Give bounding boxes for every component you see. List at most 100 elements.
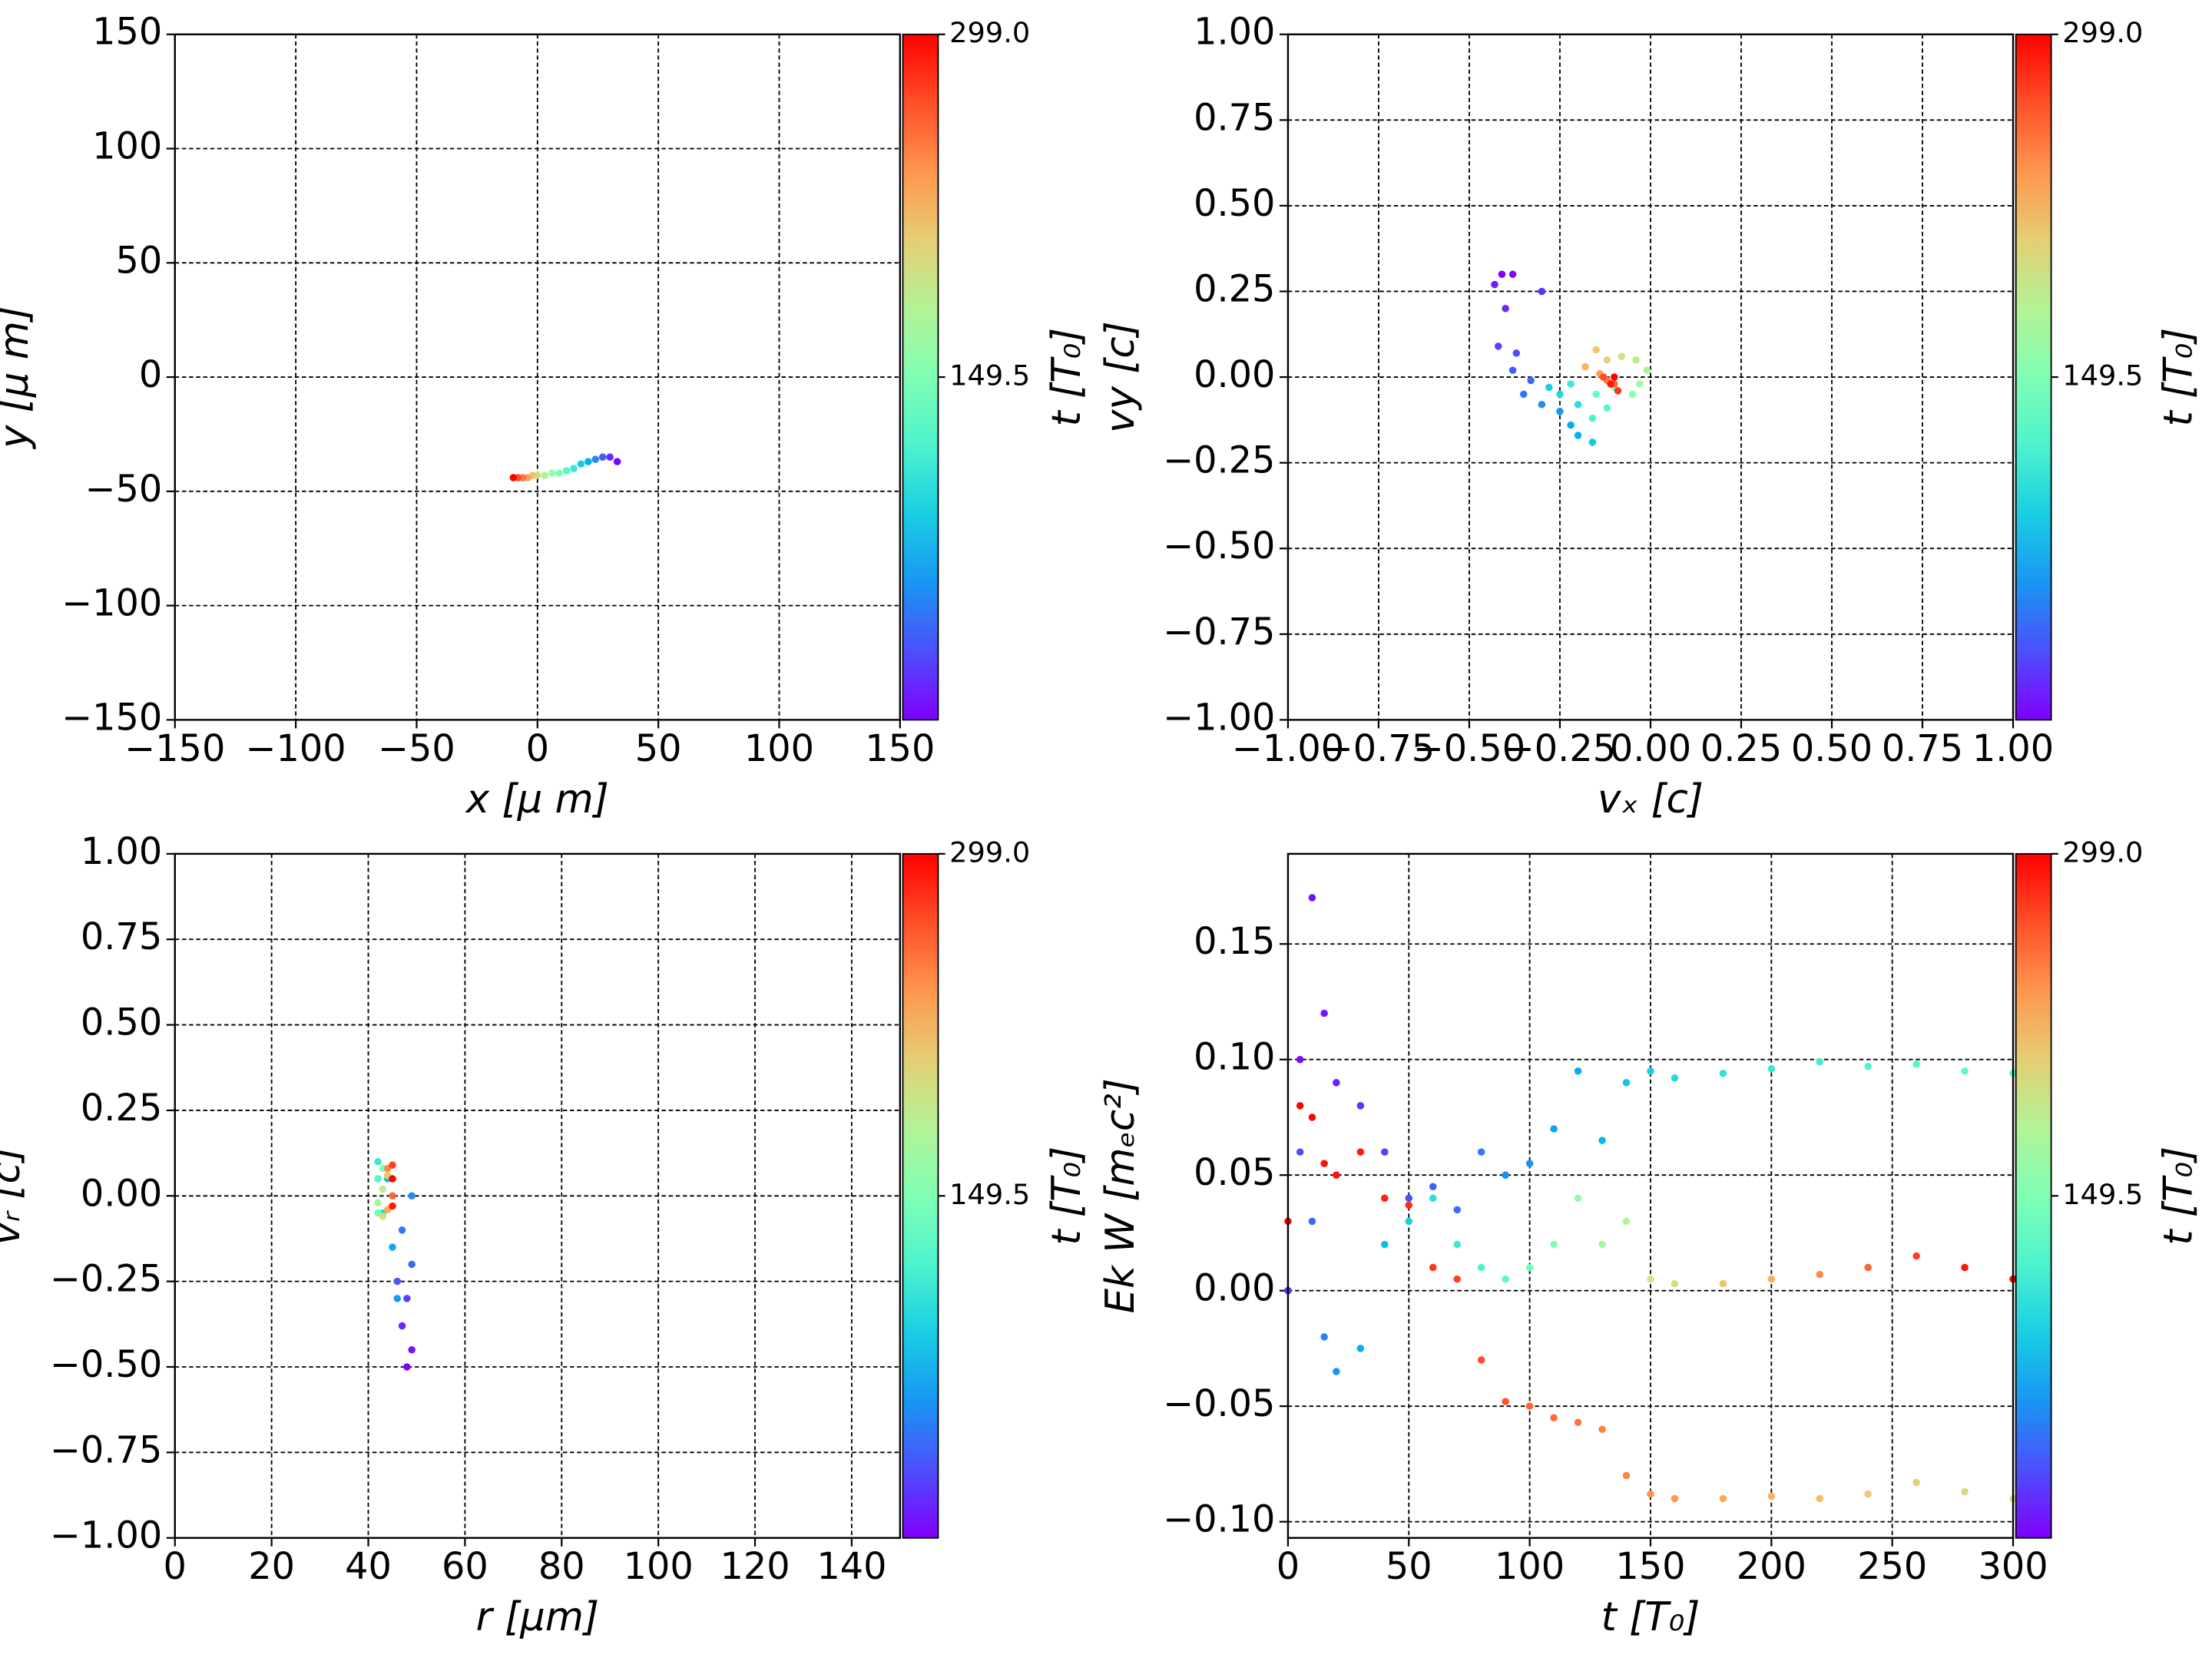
y-tick-label: −150: [61, 697, 162, 739]
y-tick-label: 0.50: [1194, 183, 1275, 225]
x-tick-label: 40: [345, 1546, 392, 1588]
colorbar-tick-label: 149.5: [2062, 1178, 2143, 1211]
point: [1864, 1263, 1872, 1272]
point: [379, 1213, 387, 1220]
x-axis-label: vₓ [c]: [1598, 776, 1704, 822]
x-tick-label: 50: [1386, 1546, 1432, 1588]
x-tick-label: 0: [526, 728, 549, 770]
point: [1671, 1279, 1679, 1288]
x-tick-label: 100: [1495, 1546, 1565, 1588]
x-tick-label: 150: [865, 728, 935, 770]
y-tick-label: −0.50: [1163, 525, 1275, 567]
point: [1574, 1194, 1582, 1203]
point: [598, 453, 607, 461]
y-tick-label: 0.10: [1194, 1037, 1275, 1079]
x-tick-label: −100: [246, 728, 346, 770]
point: [1296, 1148, 1304, 1156]
point: [1816, 1270, 1824, 1279]
point: [389, 1175, 396, 1183]
point: [374, 1199, 382, 1206]
colorbar-tick-label: 299.0: [2062, 836, 2143, 869]
point: [1598, 1137, 1606, 1144]
x-tick-label: 120: [720, 1546, 790, 1588]
y-tick-label: 0.25: [81, 1087, 162, 1130]
point: [1508, 270, 1517, 278]
point: [1320, 1333, 1328, 1341]
y-tick-label: −0.25: [50, 1259, 162, 1301]
x-axis-label: t [T₀]: [1601, 1594, 1700, 1640]
point: [1647, 1275, 1654, 1283]
y-tick-label: 0.00: [1194, 1268, 1275, 1310]
point: [1599, 373, 1608, 381]
x-tick-label: 20: [248, 1546, 295, 1588]
point: [1567, 421, 1575, 429]
point: [1512, 349, 1521, 357]
point: [1574, 432, 1582, 439]
x-tick-label: 0.25: [1700, 728, 1782, 770]
point: [1611, 373, 1618, 381]
point: [1498, 270, 1506, 278]
point: [1912, 1478, 1920, 1487]
y-tick-label: 100: [92, 126, 162, 168]
point: [1538, 400, 1546, 409]
point: [1550, 1414, 1558, 1421]
x-tick-label: −1.00: [1232, 728, 1344, 770]
point: [1622, 1471, 1631, 1480]
point: [389, 1161, 396, 1169]
point: [1525, 1160, 1534, 1167]
point: [374, 1175, 382, 1183]
x-tick-label: 300: [1978, 1546, 2048, 1588]
point: [1912, 1060, 1920, 1068]
point: [562, 467, 571, 475]
point: [389, 1192, 396, 1200]
point: [1719, 1494, 1727, 1503]
x-tick-label: 0: [164, 1546, 187, 1588]
point: [1556, 407, 1564, 415]
point: [379, 1185, 387, 1193]
axes-frame: [174, 33, 902, 721]
x-tick-label: −50: [378, 728, 455, 770]
point: [1912, 1252, 1920, 1260]
point: [1767, 1064, 1776, 1073]
point: [1567, 380, 1575, 388]
colorbar: [2015, 33, 2052, 721]
point: [1671, 1074, 1679, 1082]
x-tick-label: 100: [624, 1546, 694, 1588]
point: [1453, 1240, 1461, 1249]
x-tick-label: 1.00: [1972, 728, 2054, 770]
point: [389, 1243, 396, 1251]
colorbar-label: t [T₀]: [2156, 328, 2202, 427]
point: [1598, 1425, 1606, 1434]
y-tick-label: −0.50: [50, 1344, 162, 1386]
point: [577, 460, 585, 468]
y-tick-label: −100: [61, 583, 162, 625]
point: [1719, 1279, 1727, 1288]
point: [1603, 356, 1611, 364]
point: [1453, 1206, 1461, 1214]
y-tick-label: −0.25: [1163, 440, 1275, 482]
y-axis-label: vᵣ [c]: [0, 1147, 29, 1245]
point: [403, 1295, 411, 1302]
point: [1607, 380, 1614, 388]
x-axis-label: x [μ m]: [465, 776, 609, 822]
colorbar-tick-label: 149.5: [2062, 359, 2143, 392]
x-tick-label: 0.50: [1791, 728, 1873, 770]
point: [1494, 342, 1502, 350]
point: [1588, 414, 1597, 422]
point: [509, 474, 518, 481]
point: [393, 1295, 402, 1302]
y-tick-label: −0.10: [1163, 1499, 1275, 1541]
y-tick-label: −0.75: [50, 1429, 162, 1471]
y-axis-label: Ek W [mₑc²]: [1098, 1078, 1144, 1313]
point: [1767, 1275, 1776, 1283]
point: [1864, 1062, 1872, 1070]
y-tick-label: 0.00: [1194, 354, 1275, 396]
point: [1622, 1217, 1631, 1226]
x-tick-label: −0.50: [1413, 728, 1525, 770]
point: [408, 1345, 416, 1354]
colorbar-tick-label: 149.5: [949, 359, 1030, 392]
point: [1671, 1494, 1679, 1503]
point: [570, 465, 578, 472]
point: [1356, 1148, 1365, 1156]
point: [1502, 1275, 1509, 1283]
